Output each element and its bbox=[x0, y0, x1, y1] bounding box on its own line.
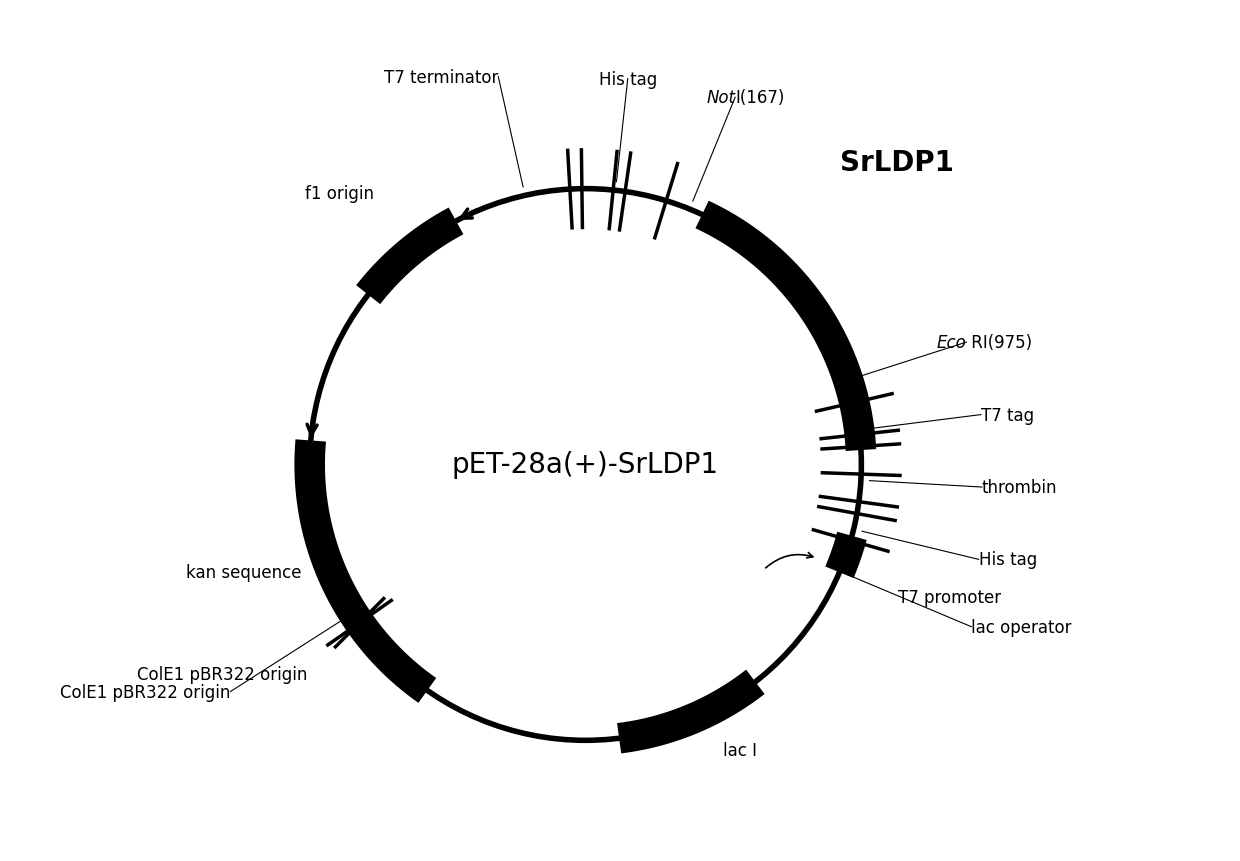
Text: Eco: Eco bbox=[936, 334, 966, 351]
Text: pET-28a(+)-SrLDP1: pET-28a(+)-SrLDP1 bbox=[451, 451, 719, 479]
Text: His tag: His tag bbox=[599, 71, 657, 89]
Text: f1 origin: f1 origin bbox=[305, 184, 373, 202]
Text: His tag: His tag bbox=[978, 551, 1037, 568]
Text: SrLDP1: SrLDP1 bbox=[841, 148, 955, 177]
Text: ColE1 pBR322 origin: ColE1 pBR322 origin bbox=[60, 683, 231, 701]
Text: RI(975): RI(975) bbox=[966, 334, 1033, 351]
Text: T7 tag: T7 tag bbox=[981, 406, 1034, 424]
Text: T7 promoter: T7 promoter bbox=[898, 589, 1001, 607]
Text: Not: Not bbox=[706, 90, 735, 107]
Text: T7 terminator: T7 terminator bbox=[384, 69, 498, 87]
Text: lac I: lac I bbox=[723, 740, 756, 759]
Text: I(167): I(167) bbox=[735, 90, 785, 107]
Text: kan sequence: kan sequence bbox=[186, 564, 301, 582]
Text: lac operator: lac operator bbox=[971, 618, 1071, 636]
Text: ColE1 pBR322 origin: ColE1 pBR322 origin bbox=[138, 666, 308, 684]
Text: thrombin: thrombin bbox=[982, 479, 1058, 497]
